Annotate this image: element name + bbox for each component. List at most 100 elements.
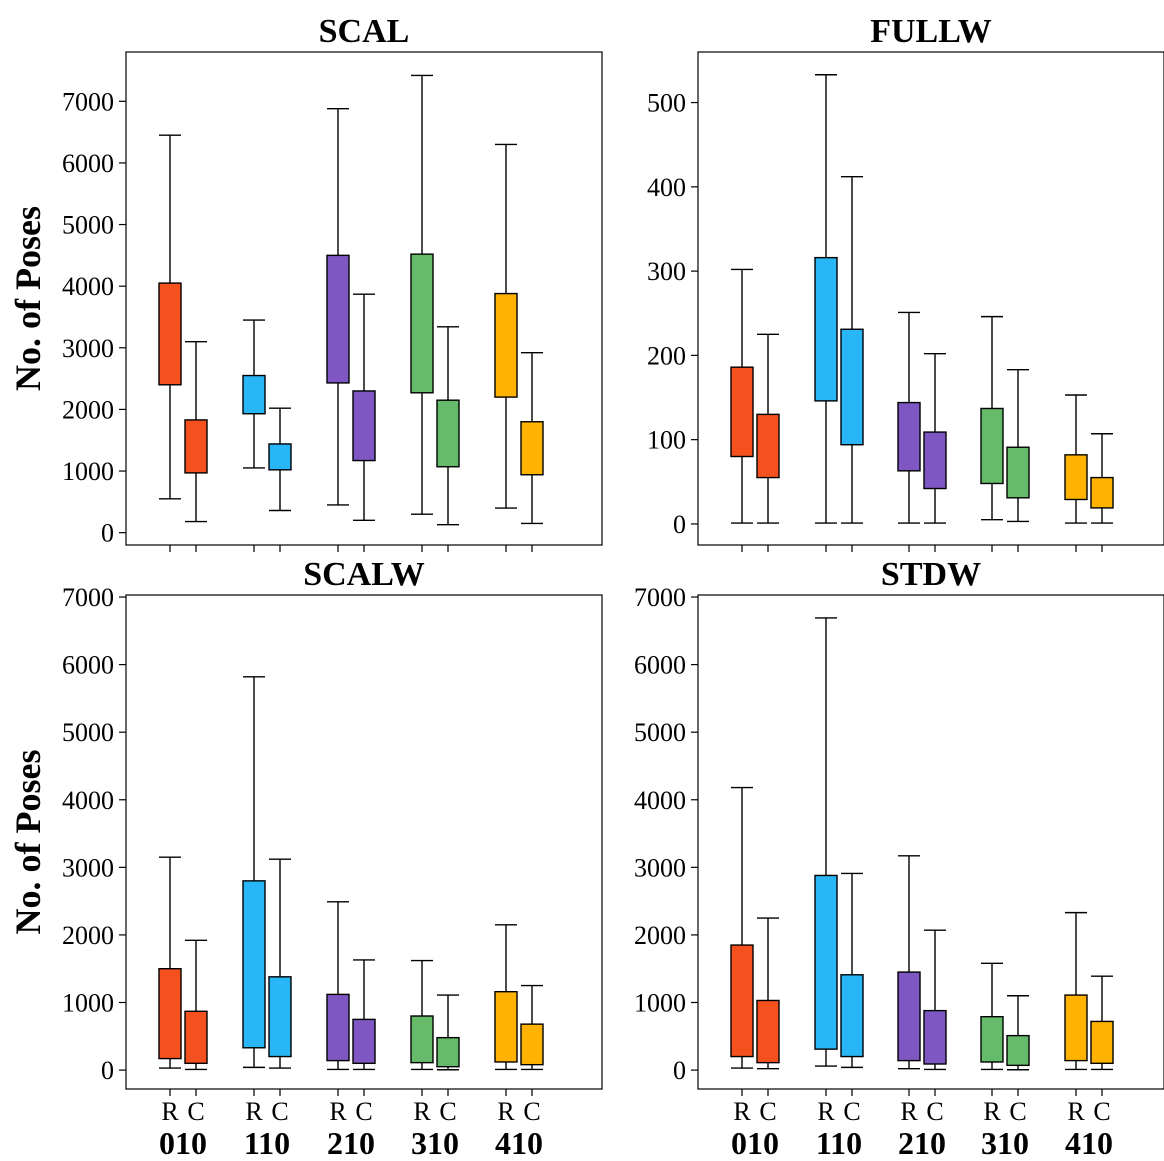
box-310-C — [436, 399, 460, 468]
x-tick-label-c: C — [1009, 1097, 1026, 1126]
y-tick-label: 3000 — [634, 853, 686, 882]
box-210-C — [923, 1009, 947, 1065]
x-tick-label-c: C — [355, 1097, 372, 1126]
y-tick-label: 1000 — [634, 988, 686, 1017]
y-axis-label: No. of Poses — [8, 750, 48, 935]
box-410-R — [494, 990, 518, 1063]
box-210-C — [352, 1018, 376, 1065]
x-tick-label-c: C — [759, 1097, 776, 1126]
panel-title: FULLW — [870, 13, 992, 50]
x-tick-label-r: R — [161, 1097, 179, 1126]
box-410-C — [1090, 476, 1114, 509]
box-210-R — [897, 971, 921, 1062]
box-410-R — [1064, 994, 1088, 1062]
panel-title: SCAL — [319, 13, 410, 50]
panel-scal: SCAL 0 1000 2000 3000 4000 5000 6000 7000 No. of … — [8, 13, 603, 552]
group-label-010: 010 — [159, 1125, 207, 1161]
y-tick-label: 6000 — [62, 149, 114, 178]
x-tick-label-c: C — [271, 1097, 288, 1126]
box-110-R — [242, 374, 266, 415]
box-010-C — [756, 413, 780, 479]
box-410-C — [520, 1023, 544, 1066]
plot-frame — [697, 594, 1164, 1090]
y-tick-label: 400 — [647, 173, 686, 202]
y-tick-label: 2000 — [62, 921, 114, 950]
group-label-210: 210 — [898, 1125, 946, 1161]
y-tick-label: 4000 — [62, 272, 114, 301]
box-410-C — [1090, 1020, 1114, 1065]
y-tick-label: 1000 — [62, 457, 114, 486]
y-tick-label: 0 — [101, 519, 114, 548]
box-410-C — [520, 421, 544, 476]
group-label-410: 410 — [1065, 1125, 1113, 1161]
y-tick-label: 1000 — [62, 988, 114, 1017]
y-tick-label: 0 — [673, 510, 686, 539]
box-210-R — [326, 254, 350, 384]
box-110-R — [814, 256, 838, 402]
y-tick-label: 0 — [101, 1056, 114, 1085]
y-tick-label: 5000 — [634, 718, 686, 747]
box-110-C — [268, 976, 292, 1058]
group-label-110: 110 — [244, 1125, 290, 1161]
box-110-R — [814, 874, 838, 1050]
x-tick-label-c: C — [1093, 1097, 1110, 1126]
y-tick-label: 7000 — [62, 87, 114, 116]
y-tick-label: 0 — [673, 1056, 686, 1085]
box-410-R — [1064, 454, 1088, 501]
box-310-R — [980, 407, 1004, 485]
x-tick-label-r: R — [413, 1097, 431, 1126]
group-label-310: 310 — [411, 1125, 459, 1161]
box-110-C — [268, 443, 292, 471]
group-label-410: 410 — [495, 1125, 543, 1161]
y-tick-label: 6000 — [634, 651, 686, 680]
y-axis-label: No. of Poses — [8, 206, 48, 391]
panel-title: STDW — [881, 556, 981, 593]
box-210-C — [352, 390, 376, 462]
y-tick-label: 2000 — [62, 395, 114, 424]
y-tick-label: 300 — [647, 257, 686, 286]
panel-fullw: FULLW 0 100 200 300 400 500 — [647, 13, 1164, 552]
x-tick-label-r: R — [497, 1097, 515, 1126]
y-tick-label: 4000 — [62, 786, 114, 815]
y-tick-label: 100 — [647, 426, 686, 455]
panel-scalw: SCALW 0 1000 2000 3000 4000 5000 6000 7000 No. of… — [8, 556, 603, 1161]
y-tick-label: 200 — [647, 341, 686, 370]
box-310-C — [1006, 446, 1030, 499]
y-tick-label: 3000 — [62, 334, 114, 363]
y-tick-label: 500 — [647, 89, 686, 118]
y-tick-label: 5000 — [62, 718, 114, 747]
box-010-C — [756, 999, 780, 1064]
y-tick-label: 2000 — [634, 921, 686, 950]
box-210-R — [897, 401, 921, 472]
y-tick-label: 7000 — [62, 583, 114, 612]
group-label-310: 310 — [981, 1125, 1029, 1161]
box-010-R — [730, 944, 754, 1058]
x-tick-label-c: C — [843, 1097, 860, 1126]
panel-title: SCALW — [303, 556, 425, 593]
y-tick-label: 7000 — [634, 583, 686, 612]
x-tick-label-c: C — [187, 1097, 204, 1126]
x-tick-label-r: R — [733, 1097, 751, 1126]
box-310-C — [1006, 1034, 1030, 1067]
box-010-R — [158, 968, 182, 1060]
box-010-C — [184, 1010, 208, 1065]
y-tick-label: 6000 — [62, 651, 114, 680]
x-tick-label-r: R — [983, 1097, 1001, 1126]
x-tick-label-r: R — [245, 1097, 263, 1126]
box-110-R — [242, 880, 266, 1049]
box-310-R — [410, 253, 434, 394]
box-110-C — [840, 974, 864, 1058]
x-tick-label-r: R — [817, 1097, 835, 1126]
group-label-210: 210 — [327, 1125, 375, 1161]
x-tick-label-r: R — [1067, 1097, 1085, 1126]
box-210-C — [923, 431, 947, 490]
x-tick-label-r: R — [900, 1097, 918, 1126]
box-010-C — [184, 419, 208, 474]
box-310-C — [436, 1036, 460, 1068]
box-310-R — [980, 1015, 1004, 1063]
y-tick-label: 4000 — [634, 786, 686, 815]
box-410-R — [494, 292, 518, 398]
y-tick-label: 5000 — [62, 211, 114, 240]
